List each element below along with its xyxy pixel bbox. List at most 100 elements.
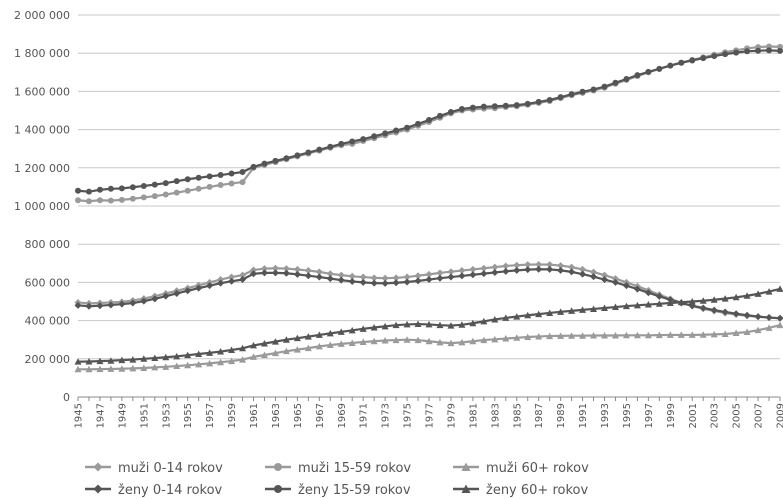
data-point [633, 331, 641, 339]
data-point [611, 303, 619, 311]
data-point [173, 352, 181, 360]
x-tick-label: 2001 [688, 403, 699, 428]
data-point [469, 104, 476, 111]
legend-swatch-marker [461, 462, 471, 471]
data-point [271, 269, 279, 277]
y-tick-label: 1 400 000 [14, 124, 70, 137]
data-point [96, 197, 103, 204]
data-point [206, 359, 214, 367]
data-point [513, 261, 521, 269]
data-point [316, 146, 323, 153]
data-point [151, 181, 158, 188]
data-point [622, 331, 630, 339]
legend-item: muži 0-14 rokov [85, 461, 223, 476]
data-point [590, 86, 597, 93]
data-point [425, 320, 433, 328]
x-tick-label: 1995 [622, 403, 633, 428]
data-point [755, 47, 762, 54]
data-point [480, 317, 488, 325]
x-tick-label: 1985 [512, 403, 523, 428]
data-point [260, 351, 268, 358]
series-0 [74, 260, 783, 322]
gridlines [78, 14, 780, 360]
data-point [282, 269, 290, 277]
data-point [480, 264, 488, 272]
data-point [260, 269, 268, 277]
data-point [315, 342, 323, 350]
data-point [513, 334, 521, 341]
data-point [436, 321, 444, 329]
data-point [184, 361, 192, 369]
data-point [392, 274, 400, 282]
data-point [74, 301, 82, 309]
data-point [206, 349, 214, 356]
data-point [349, 138, 356, 145]
data-point [118, 356, 126, 364]
data-point [370, 323, 378, 331]
data-point [326, 275, 334, 283]
data-point [568, 307, 576, 314]
data-point [371, 133, 378, 140]
data-point [590, 331, 598, 339]
data-point [524, 311, 532, 319]
data-point [118, 196, 125, 203]
data-point [403, 320, 411, 328]
data-point [304, 267, 312, 275]
data-point [239, 356, 247, 363]
data-point [777, 47, 783, 54]
legend-swatch-marker [93, 484, 103, 494]
data-point [96, 186, 103, 193]
data-point [732, 293, 740, 301]
data-point [744, 48, 751, 55]
data-point [118, 300, 126, 308]
data-point [217, 348, 225, 355]
x-tick-label: 1963 [271, 403, 282, 428]
legend-item: ženy 60+ rokov [453, 483, 588, 498]
data-point [689, 57, 696, 64]
x-tick-label: 1973 [381, 403, 392, 428]
x-tick-label: 1949 [117, 403, 128, 428]
y-tick-label: 1 000 000 [14, 200, 70, 213]
series-line [78, 324, 781, 371]
data-point [535, 265, 543, 273]
data-point [557, 332, 565, 339]
data-point [381, 322, 389, 330]
data-point [348, 326, 356, 334]
legend-item: muži 15-59 rokov [265, 461, 411, 476]
data-point [326, 270, 334, 278]
data-point [184, 187, 191, 194]
data-point [710, 296, 718, 303]
data-point [359, 325, 367, 332]
x-tick-label: 1987 [534, 403, 545, 428]
x-tick-label: 1975 [403, 403, 414, 428]
data-point [579, 332, 587, 339]
data-point [458, 321, 466, 328]
data-point [162, 353, 170, 361]
data-point [733, 49, 740, 56]
data-point [645, 68, 652, 75]
data-point [436, 269, 444, 277]
data-point [272, 157, 279, 164]
data-point [195, 174, 202, 181]
data-point [173, 362, 181, 370]
data-point [557, 308, 565, 315]
data-point [140, 355, 148, 362]
data-point [502, 262, 510, 270]
data-point [392, 336, 400, 344]
data-point [502, 335, 510, 342]
data-point [743, 311, 751, 319]
data-point [337, 276, 345, 284]
data-point [228, 346, 236, 354]
data-point [579, 88, 586, 95]
data-point [754, 313, 762, 321]
data-point [655, 292, 663, 300]
data-point [85, 302, 93, 310]
legend-swatch-marker [274, 463, 282, 471]
x-axis: 1945 1947 1949 1951 1953 1955 1957 1959 1961 1963… [74, 396, 783, 428]
data-point [513, 102, 520, 109]
legend-swatch-marker [461, 484, 471, 493]
data-point [634, 72, 641, 79]
data-point [195, 185, 202, 192]
x-tick-label: 1993 [600, 403, 611, 428]
